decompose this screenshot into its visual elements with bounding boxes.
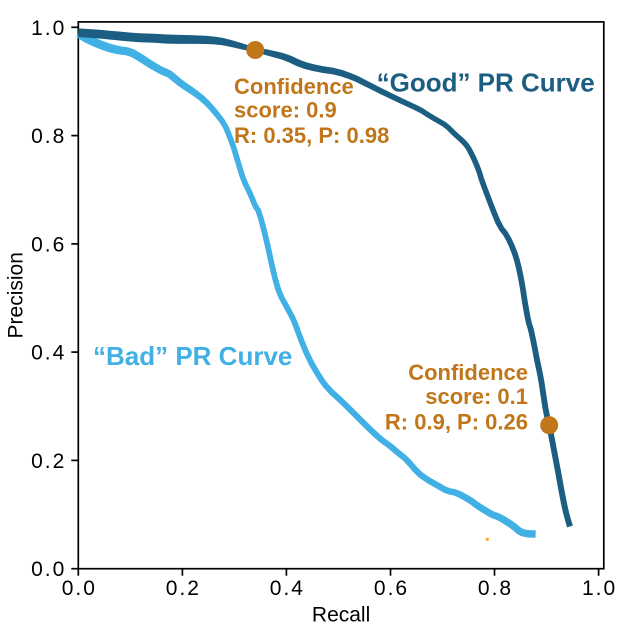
svg-text:1.0: 1.0 [582, 577, 617, 600]
svg-text:score: 0.1: score: 0.1 [425, 384, 528, 409]
svg-text:Precision: Precision [5, 252, 28, 338]
svg-text:0.8: 0.8 [478, 577, 513, 600]
svg-text:Confidence: Confidence [234, 74, 354, 99]
svg-text:score: 0.9: score: 0.9 [234, 98, 337, 123]
svg-text:0.2: 0.2 [31, 450, 66, 473]
svg-text:0.0: 0.0 [31, 558, 66, 581]
svg-text:R: 0.35, P: 0.98: R: 0.35, P: 0.98 [234, 123, 389, 148]
svg-text:Recall: Recall [312, 604, 370, 624]
svg-text:“Good” PR Curve: “Good” PR Curve [377, 68, 595, 98]
svg-text:0.4: 0.4 [270, 577, 305, 600]
svg-text:0.4: 0.4 [31, 342, 66, 365]
svg-text:0.2: 0.2 [166, 577, 201, 600]
svg-text:0.6: 0.6 [374, 577, 409, 600]
svg-text:0.6: 0.6 [31, 233, 66, 256]
svg-text:0.8: 0.8 [31, 125, 66, 148]
svg-text:R: 0.9, P: 0.26: R: 0.9, P: 0.26 [385, 410, 528, 435]
svg-text:Confidence: Confidence [408, 360, 528, 385]
svg-text:“Bad” PR Curve: “Bad” PR Curve [93, 341, 292, 371]
svg-text:0.0: 0.0 [62, 577, 97, 600]
svg-text:1.0: 1.0 [31, 17, 66, 40]
